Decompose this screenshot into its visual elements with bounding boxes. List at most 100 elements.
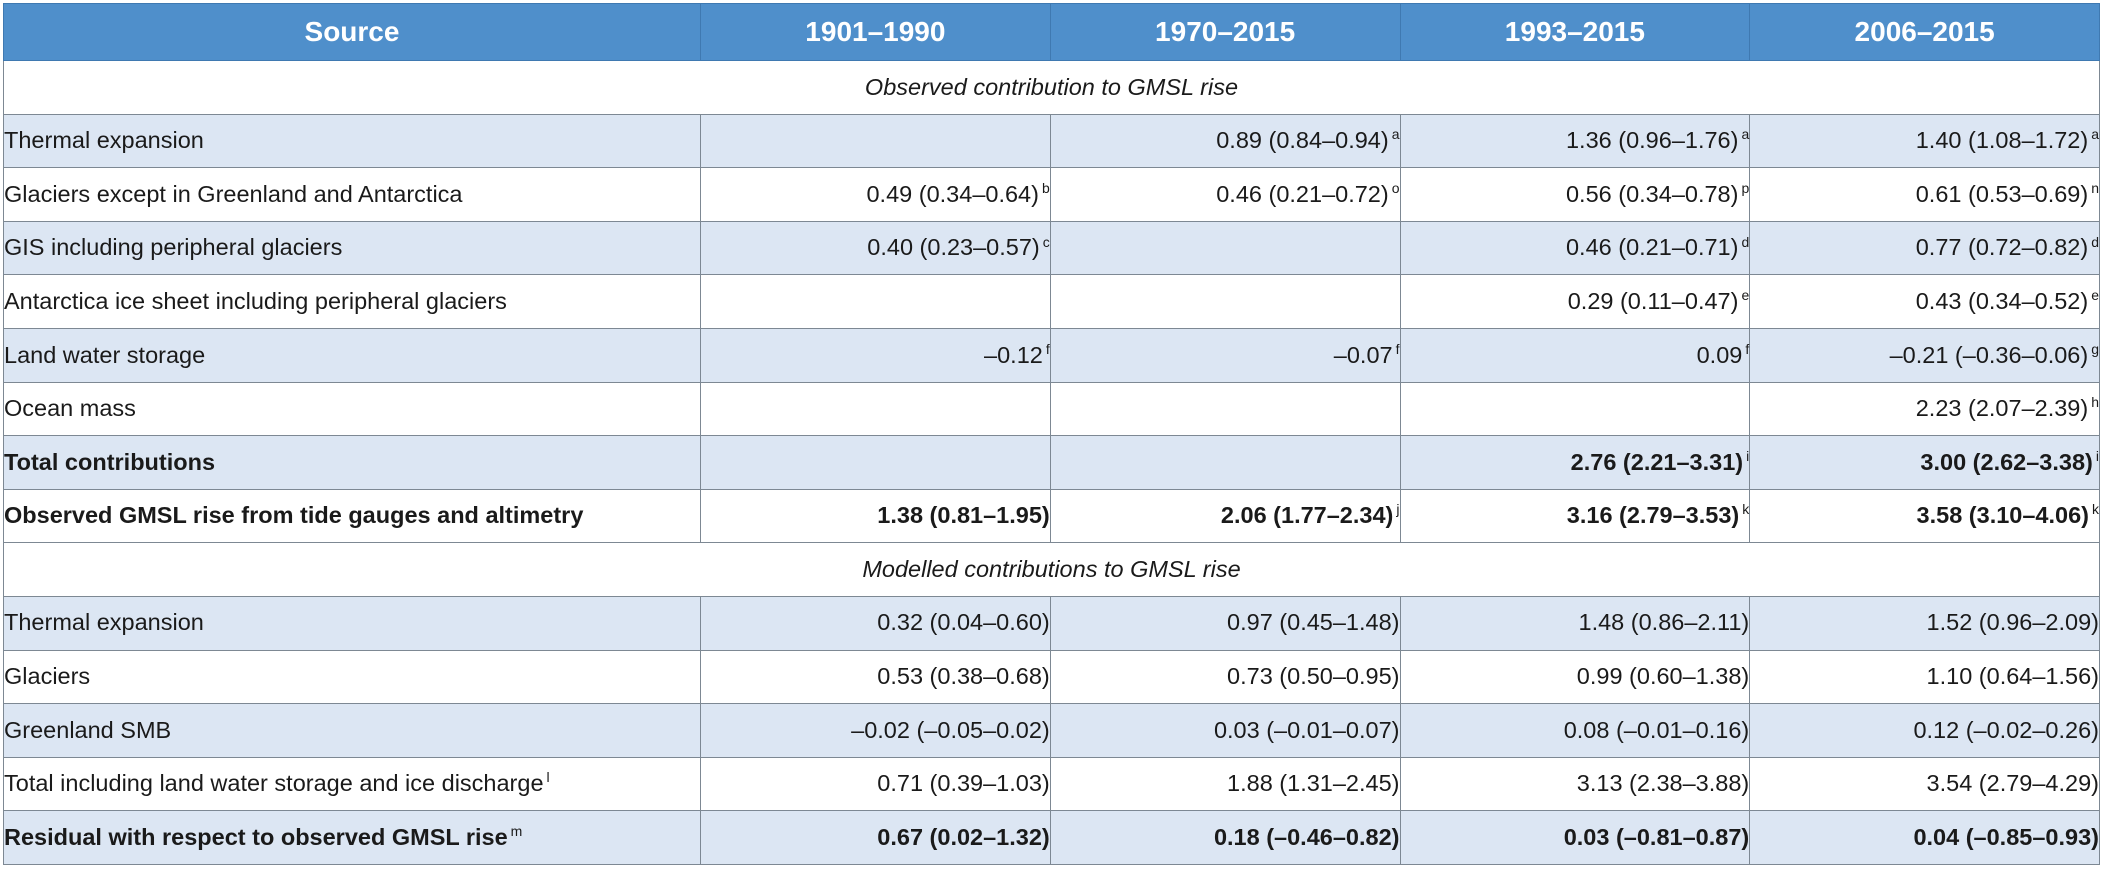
cell-value: 0.46 (0.21–0.72) (1216, 180, 1389, 207)
row-source-label: Thermal expansion (4, 127, 204, 154)
row-source-cell: Land water storage (3, 327, 701, 383)
value-cell: 0.99 (0.60–1.38) (1399, 649, 1751, 705)
table-header: Source 1901–1990 1970–2015 1993–2015 200… (3, 3, 2100, 61)
value-cell: 0.04 (–0.85–0.93) (1749, 810, 2100, 865)
cell-value: 1.40 (1.08–1.72) (1915, 127, 2089, 154)
row-source-label: Greenland SMB (4, 716, 172, 743)
cell-value: 3.00 (2.62–3.38) (1920, 448, 2093, 475)
value-cell: 0.67 (0.02–1.32) (700, 810, 1051, 865)
value-cell: 3.54 (2.79–4.29) (1749, 756, 2100, 812)
cell-value: 0.08 (–0.01–0.16) (1563, 716, 1750, 743)
cell-value: 0.29 (0.11–0.47) (1567, 287, 1739, 314)
row-source-label: GIS including peripheral glaciers (4, 234, 343, 261)
header-period-1970-2015: 1970–2015 (1049, 3, 1401, 61)
table-row: Glaciers except in Greenland and Antarct… (3, 167, 2100, 222)
cell-value: 0.67 (0.02–1.32) (877, 823, 1050, 850)
cell-value: 0.09 (1696, 341, 1743, 368)
row-source-label: Glaciers (4, 663, 91, 690)
value-cell: 0.49 (0.34–0.64) b (700, 167, 1051, 222)
row-source-cell: Residual with respect to observed GMSL r… (3, 810, 701, 865)
value-cell: 0.97 (0.45–1.48) (1049, 595, 1401, 651)
cell-value: 0.49 (0.34–0.64) (866, 180, 1039, 207)
row-source-cell: Antarctica ice sheet including periphera… (3, 274, 701, 329)
row-source-cell: Greenland SMB (3, 703, 701, 758)
table-row: Thermal expansion 0.32 (0.04–0.60) 0.97 (0… (3, 595, 2100, 651)
cell-value: 0.18 (–0.46–0.82) (1213, 823, 1400, 850)
table-row: Residual with respect to observed GMSL r… (3, 810, 2100, 865)
value-cell: 1.40 (1.08–1.72) a (1749, 113, 2100, 169)
table-row: Total contributions 2.76 (2.21–3.31) i 3.00… (3, 435, 2100, 490)
value-cell: 0.40 (0.23–0.57) c (700, 220, 1051, 276)
header-row: Source 1901–1990 1970–2015 1993–2015 200… (3, 3, 2100, 61)
value-cell: 3.13 (2.38–3.88) (1399, 756, 1751, 812)
cell-value: 2.06 (1.77–2.34) (1220, 502, 1394, 529)
value-cell: 0.29 (0.11–0.47) e (1399, 274, 1751, 329)
value-cell: 0.03 (–0.01–0.07) (1049, 703, 1401, 758)
cell-value: 1.38 (0.81–1.95) (877, 502, 1050, 529)
value-cell: 0.53 (0.38–0.68) (700, 649, 1051, 705)
value-cell: 3.58 (3.10–4.06) k (1749, 488, 2100, 544)
value-cell: 0.89 (0.84–0.94) a (1049, 113, 1401, 169)
value-cell: –0.12 f (700, 327, 1051, 383)
cell-value: 0.99 (0.60–1.38) (1576, 663, 1750, 690)
row-source-cell: Total including land water storage and i… (3, 756, 701, 812)
row-source-label: Thermal expansion (4, 609, 204, 636)
value-cell (700, 435, 1051, 490)
cell-value: –0.07 (1333, 341, 1393, 368)
row-source-cell: Glaciers except in Greenland and Antarct… (3, 167, 701, 222)
value-cell: 2.76 (2.21–3.31) i (1399, 435, 1751, 490)
value-cell: 0.46 (0.21–0.71) d (1399, 220, 1751, 276)
row-source-label: Land water storage (4, 341, 206, 368)
value-cell: 2.23 (2.07–2.39) h (1749, 381, 2100, 437)
cell-value: 0.53 (0.38–0.68) (877, 663, 1050, 690)
cell-value: 3.16 (2.79–3.53) (1566, 502, 1740, 529)
row-source-cell: Total contributions (3, 435, 701, 490)
value-cell (1049, 274, 1401, 329)
table-row: GIS including peripheral glaciers 0.40 (0… (3, 220, 2100, 276)
value-cell: 1.10 (0.64–1.56) (1749, 649, 2100, 705)
row-source-cell: Observed GMSL rise from tide gauges and … (3, 488, 701, 544)
table-row: Ocean mass 2.23 (2.07–2.39) h (3, 381, 2100, 437)
value-cell: 0.08 (–0.01–0.16) (1399, 703, 1751, 758)
cell-value: 0.71 (0.39–1.03) (877, 770, 1050, 797)
table-row: Total including land water storage and i… (3, 756, 2100, 812)
cell-value: 0.89 (0.84–0.94) (1216, 127, 1389, 154)
cell-value: 0.32 (0.04–0.60) (877, 609, 1050, 636)
row-source-label: Ocean mass (4, 395, 136, 422)
cell-value: 0.04 (–0.85–0.93) (1913, 823, 2099, 850)
cell-value: 1.36 (0.96–1.76) (1565, 127, 1739, 154)
table-row: Thermal expansion 0.89 (0.84–0.94) a 1.36 (… (3, 113, 2100, 169)
row-source-label: Glaciers except in Greenland and Antarct… (4, 180, 463, 207)
table-body: Observed contribution to GMSL rise Therma… (3, 60, 2100, 865)
value-cell: 0.32 (0.04–0.60) (700, 595, 1051, 651)
cell-value: 0.73 (0.50–0.95) (1227, 663, 1400, 690)
table-row: Glaciers 0.53 (0.38–0.68) 0.73 (0.50–0.95)… (3, 649, 2100, 705)
row-source-cell: GIS including peripheral glaciers (3, 220, 701, 276)
cell-value: 0.97 (0.45–1.48) (1227, 609, 1400, 636)
value-cell: 0.03 (–0.81–0.87) (1399, 810, 1751, 865)
value-cell (1049, 220, 1401, 276)
row-source-cell: Ocean mass (3, 381, 701, 437)
value-cell: 0.09 f (1399, 327, 1751, 383)
row-source-cell: Thermal expansion (3, 595, 701, 651)
row-source-label: Total contributions (4, 448, 216, 475)
cell-value: 0.61 (0.53–0.69) (1915, 180, 2089, 207)
gmsl-budget-table-container: Source 1901–1990 1970–2015 1993–2015 200… (3, 0, 2100, 865)
section-heading-row: Observed contribution to GMSL rise (3, 60, 2100, 115)
section-heading-row: Modelled contributions to GMSL rise (3, 542, 2100, 597)
header-period-2006-2015: 2006–2015 (1749, 3, 2100, 61)
value-cell: 0.73 (0.50–0.95) (1049, 649, 1401, 705)
section-title: Observed contribution to GMSL rise (3, 60, 2100, 115)
value-cell: 0.71 (0.39–1.03) (700, 756, 1051, 812)
header-period-1993-2015: 1993–2015 (1399, 3, 1751, 61)
value-cell: –0.07 f (1049, 327, 1401, 383)
cell-value: 1.10 (0.64–1.56) (1926, 663, 2099, 690)
value-cell: –0.21 (–0.36–0.06) g (1749, 327, 2100, 383)
cell-value: 0.12 (–0.02–0.26) (1913, 716, 2099, 743)
row-source-label: Observed GMSL rise from tide gauges and … (4, 502, 584, 529)
header-source: Source (3, 3, 701, 61)
value-cell: 1.52 (0.96–2.09) (1749, 595, 2100, 651)
cell-value: 1.88 (1.31–2.45) (1227, 770, 1400, 797)
row-source-label: Antarctica ice sheet including periphera… (4, 287, 507, 314)
cell-value: 2.23 (2.07–2.39) (1915, 395, 2089, 422)
